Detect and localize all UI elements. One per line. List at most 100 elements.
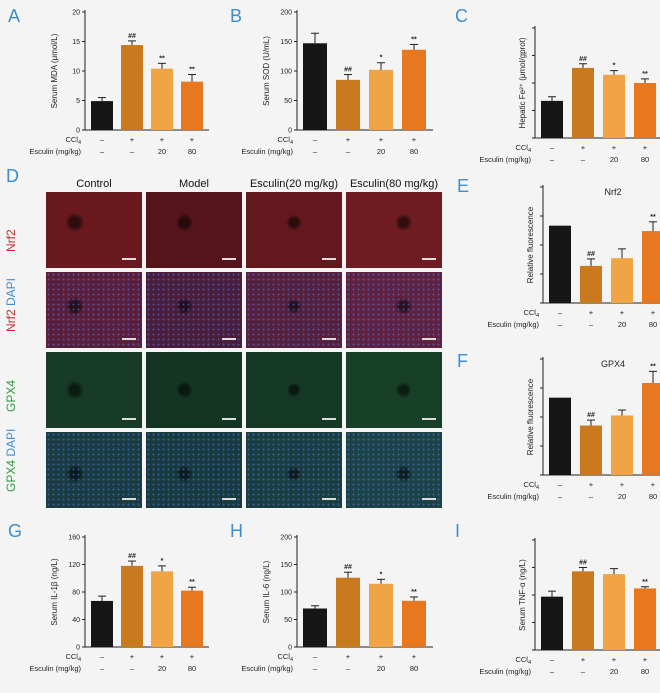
micrograph-row-label: Nrf2	[4, 229, 18, 252]
ccl4-value: +	[412, 135, 417, 144]
y-tick-label: 10	[72, 69, 80, 76]
esculin-value: –	[581, 667, 586, 676]
ccl4-value: –	[558, 308, 563, 317]
y-tick-label: 150	[280, 562, 292, 569]
panel-letter: A	[8, 6, 20, 26]
bar	[369, 69, 393, 130]
ccl4-value: +	[589, 308, 594, 317]
bar	[181, 590, 203, 647]
esculin-value: –	[550, 155, 555, 164]
esculin-value: –	[558, 320, 563, 329]
ccl4-value: +	[379, 135, 384, 144]
micrograph-image	[146, 352, 242, 428]
micrograph-image	[46, 192, 142, 268]
bar	[151, 571, 173, 647]
esculin-label: Esculin (mg/kg)	[29, 147, 81, 156]
y-tick-label: 5	[76, 98, 80, 105]
micrograph-image	[246, 272, 342, 348]
micrograph-image	[346, 192, 442, 268]
esculin-value: 20	[610, 155, 618, 164]
ccl4-value: –	[550, 655, 555, 664]
esculin-label: Esculin (mg/kg)	[479, 155, 531, 164]
bar	[572, 67, 594, 138]
ccl4-value: +	[620, 308, 625, 317]
esculin-value: –	[130, 147, 135, 156]
scale-bar	[222, 498, 236, 500]
chart-A: A 0 5 10 15 20 Serum MDA (μmol/L) – – ## + – ** +20 **…	[8, 6, 209, 156]
chart-F: F GPX4 Relative fluorescence – – ## + – +20 ** +80…	[457, 351, 660, 501]
ccl4-value: +	[581, 655, 586, 664]
micrograph-panel: D Control Model Esculin(20 mg/kg) Esculin(80…	[0, 160, 460, 520]
y-tick-label: 20	[72, 10, 80, 17]
scale-bar	[422, 498, 436, 500]
ccl4-value: +	[412, 652, 417, 661]
y-tick-label: 0	[288, 645, 292, 652]
significance-mark: **	[411, 36, 417, 43]
chart-title: GPX4	[601, 359, 625, 369]
ccl4-label: CCl4	[277, 652, 293, 663]
ccl4-label: CCl4	[277, 135, 293, 146]
significance-mark: *	[161, 558, 164, 565]
scale-bar	[422, 338, 436, 340]
y-tick-label: 200	[280, 10, 292, 17]
esculin-value: 20	[610, 667, 618, 676]
ccl4-value: +	[612, 655, 617, 664]
ccl4-subscript: 4	[528, 148, 531, 154]
ccl4-value: +	[190, 652, 195, 661]
ccl4-value: –	[100, 135, 105, 144]
esculin-value: 80	[410, 664, 418, 673]
scale-bar	[222, 418, 236, 420]
esculin-value: 80	[188, 664, 196, 673]
stain-label: DAPI	[4, 428, 18, 460]
esculin-label: Esculin (mg/kg)	[487, 492, 539, 501]
ccl4-value: +	[651, 308, 656, 317]
panel-letter: I	[455, 521, 460, 541]
micrograph-image	[46, 432, 142, 508]
bar	[91, 101, 113, 130]
ccl4-label: CCl4	[65, 652, 81, 663]
scale-bar	[122, 498, 136, 500]
micrograph-column-label: Control	[76, 178, 112, 190]
y-axis-label: Serum TNF-α (ng/L)	[518, 559, 527, 631]
chart-G: G 0 40 80 120 160 Serum IL-1β (ng/L) – – ## + – * +20…	[8, 521, 209, 673]
micrograph-column-label: Esculin(80 mg/kg)	[349, 178, 439, 190]
bar	[303, 43, 327, 130]
scale-bar	[322, 418, 336, 420]
significance-mark: **	[642, 579, 648, 586]
esculin-value: 20	[158, 147, 166, 156]
esculin-value: 80	[649, 320, 657, 329]
y-axis-label: Relative fluorescence	[526, 206, 535, 283]
bar	[634, 83, 656, 138]
bar	[151, 68, 173, 130]
ccl4-value: +	[160, 135, 165, 144]
esculin-value: 20	[158, 664, 166, 673]
bar	[634, 588, 656, 650]
chart-C: C Hepatic Fe²⁺ (μmol/gprot) – – ## + – * +20 ** +8…	[455, 6, 660, 164]
esculin-label: Esculin (mg/kg)	[241, 147, 293, 156]
ccl4-label: CCl4	[65, 135, 81, 146]
bar	[402, 600, 426, 647]
ccl4-subscript: 4	[290, 140, 293, 146]
esculin-value: –	[346, 664, 351, 673]
bar	[642, 231, 660, 303]
bar	[336, 577, 360, 647]
ccl4-value: +	[612, 143, 617, 152]
significance-mark: **	[159, 55, 165, 62]
significance-mark: *	[613, 63, 616, 70]
micrograph-image	[346, 272, 442, 348]
stain-label: GPX4	[4, 379, 18, 412]
significance-mark: ##	[587, 251, 595, 258]
micrograph-image	[346, 432, 442, 508]
bar	[611, 258, 633, 303]
esculin-value: –	[550, 667, 555, 676]
y-axis-label: Hepatic Fe²⁺ (μmol/gprot)	[518, 37, 527, 128]
micrograph-row-label: GPX4 DAPI	[4, 429, 18, 492]
scale-bar	[322, 258, 336, 260]
significance-mark: ##	[587, 412, 595, 419]
bar	[580, 425, 602, 475]
ccl4-value: +	[581, 143, 586, 152]
stain-label: Nrf2	[4, 229, 18, 252]
significance-mark: ##	[128, 553, 136, 560]
panel-letter: B	[230, 6, 242, 26]
ccl4-value: –	[558, 480, 563, 489]
